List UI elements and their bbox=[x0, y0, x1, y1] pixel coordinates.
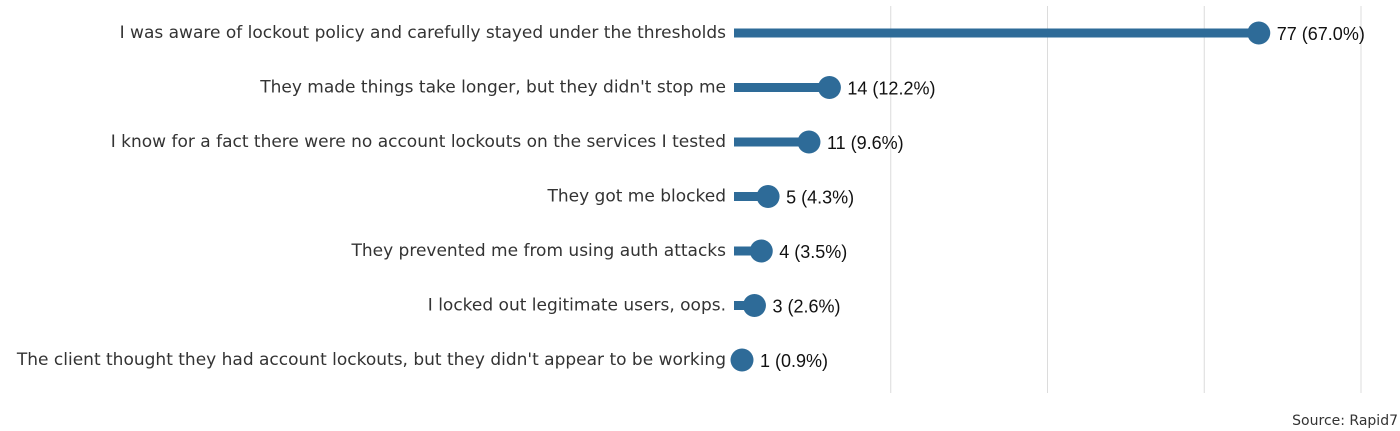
lollipop-dot bbox=[742, 294, 766, 317]
category-label: They got me blocked bbox=[546, 187, 726, 207]
source-caption: Source: Rapid7 bbox=[1292, 413, 1398, 429]
value-label: 3 (2.6%) bbox=[772, 297, 840, 317]
category-label: They made things take longer, but they d… bbox=[259, 78, 726, 98]
lollipop-dot bbox=[749, 239, 773, 263]
value-label: 14 (12.2%) bbox=[847, 79, 935, 99]
value-label: 77 (67.0%) bbox=[1277, 24, 1365, 44]
category-label: I know for a fact there were no account … bbox=[111, 132, 726, 152]
value-labels: 77 (67.0%) 14 (12.2%) 11 (9.6%) 5 (4.3%) 4 (… bbox=[760, 24, 1365, 371]
category-labels: I was aware of lockout policy and carefu… bbox=[16, 23, 726, 370]
category-label: They prevented me from using auth attack… bbox=[350, 241, 726, 261]
value-label: 1 (0.9%) bbox=[760, 351, 828, 371]
value-label: 4 (3.5%) bbox=[779, 242, 847, 262]
lollipop-dot bbox=[817, 76, 841, 99]
category-label: The client thought they had account lock… bbox=[16, 350, 726, 370]
lollipop-dot bbox=[797, 130, 821, 154]
value-label: 11 (9.6%) bbox=[827, 133, 904, 153]
category-label: I was aware of lockout policy and carefu… bbox=[120, 23, 727, 43]
value-label: 5 (4.3%) bbox=[786, 188, 854, 208]
lollipop-dot bbox=[756, 185, 780, 208]
grid-lines bbox=[890, 6, 1362, 393]
lollipop-dot bbox=[1247, 21, 1271, 45]
chart-bars bbox=[730, 21, 1271, 372]
lollipop-dot bbox=[730, 348, 754, 372]
category-label: I locked out legitimate users, oops. bbox=[428, 296, 726, 316]
